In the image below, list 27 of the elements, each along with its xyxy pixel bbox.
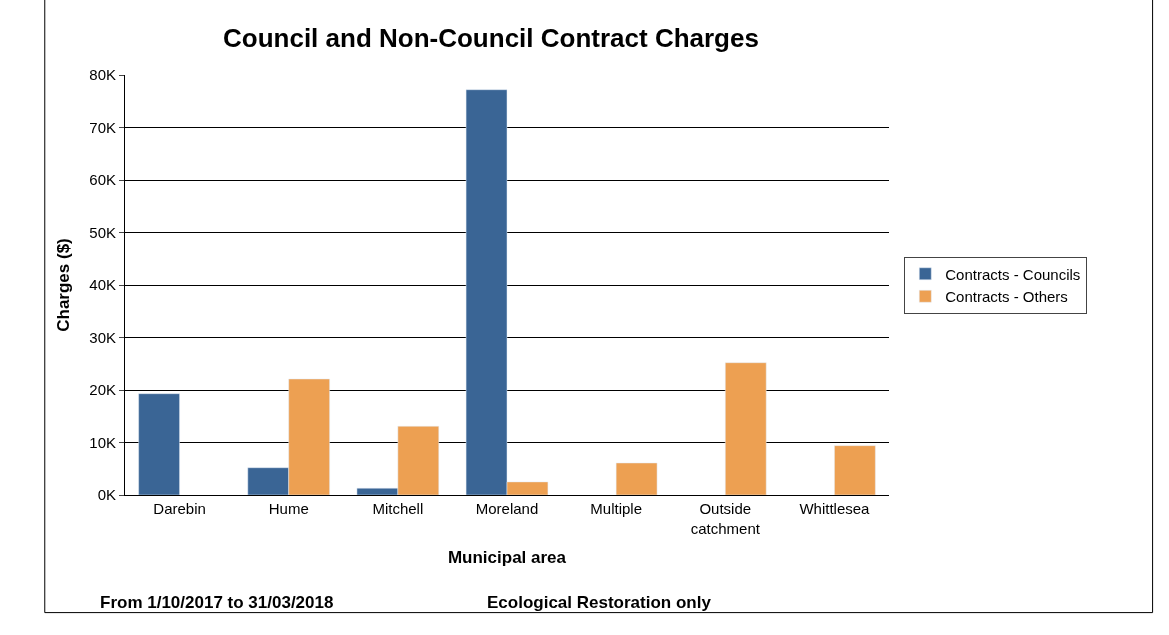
legend-label: Contracts - Councils xyxy=(945,265,1081,283)
y-tick-label: 60K xyxy=(89,171,116,189)
y-tick-label: 70K xyxy=(89,118,116,136)
text: From 1/10/2017 to 31/03/2018 xyxy=(100,593,334,612)
x-axis-title: Municipal area xyxy=(447,547,567,567)
text: Ecological Restoration only xyxy=(487,593,712,612)
bar xyxy=(615,462,658,495)
y-tick-label: 10K xyxy=(89,433,116,451)
x-tick-label: Darebin xyxy=(153,500,206,517)
x-tick-label: Whittlesea xyxy=(799,500,871,517)
x-tick-label: Mitchell xyxy=(372,500,424,517)
x-tick-label: Outside catchment xyxy=(690,500,761,537)
legend-label: Contracts - Others xyxy=(945,288,1068,306)
y-tick-label: 80K xyxy=(89,66,116,84)
y-tick-label: 50K xyxy=(89,223,116,241)
x-tick-label: Multiple xyxy=(590,500,642,517)
chart-title: Council and Non-Council Contract Charges xyxy=(223,22,759,53)
bar xyxy=(138,393,180,495)
x-tick-label: Hume xyxy=(268,500,309,517)
bar xyxy=(834,445,876,495)
y-tick-label: 40K xyxy=(89,276,116,294)
y-tick-label: 0K xyxy=(97,486,116,504)
bar xyxy=(725,362,767,495)
y-tick-label: 30K xyxy=(89,328,116,346)
y-tick-label: 20K xyxy=(89,381,116,399)
x-tick-label: Moreland xyxy=(475,500,539,517)
y-axis-title: Charges ($) xyxy=(53,238,73,332)
